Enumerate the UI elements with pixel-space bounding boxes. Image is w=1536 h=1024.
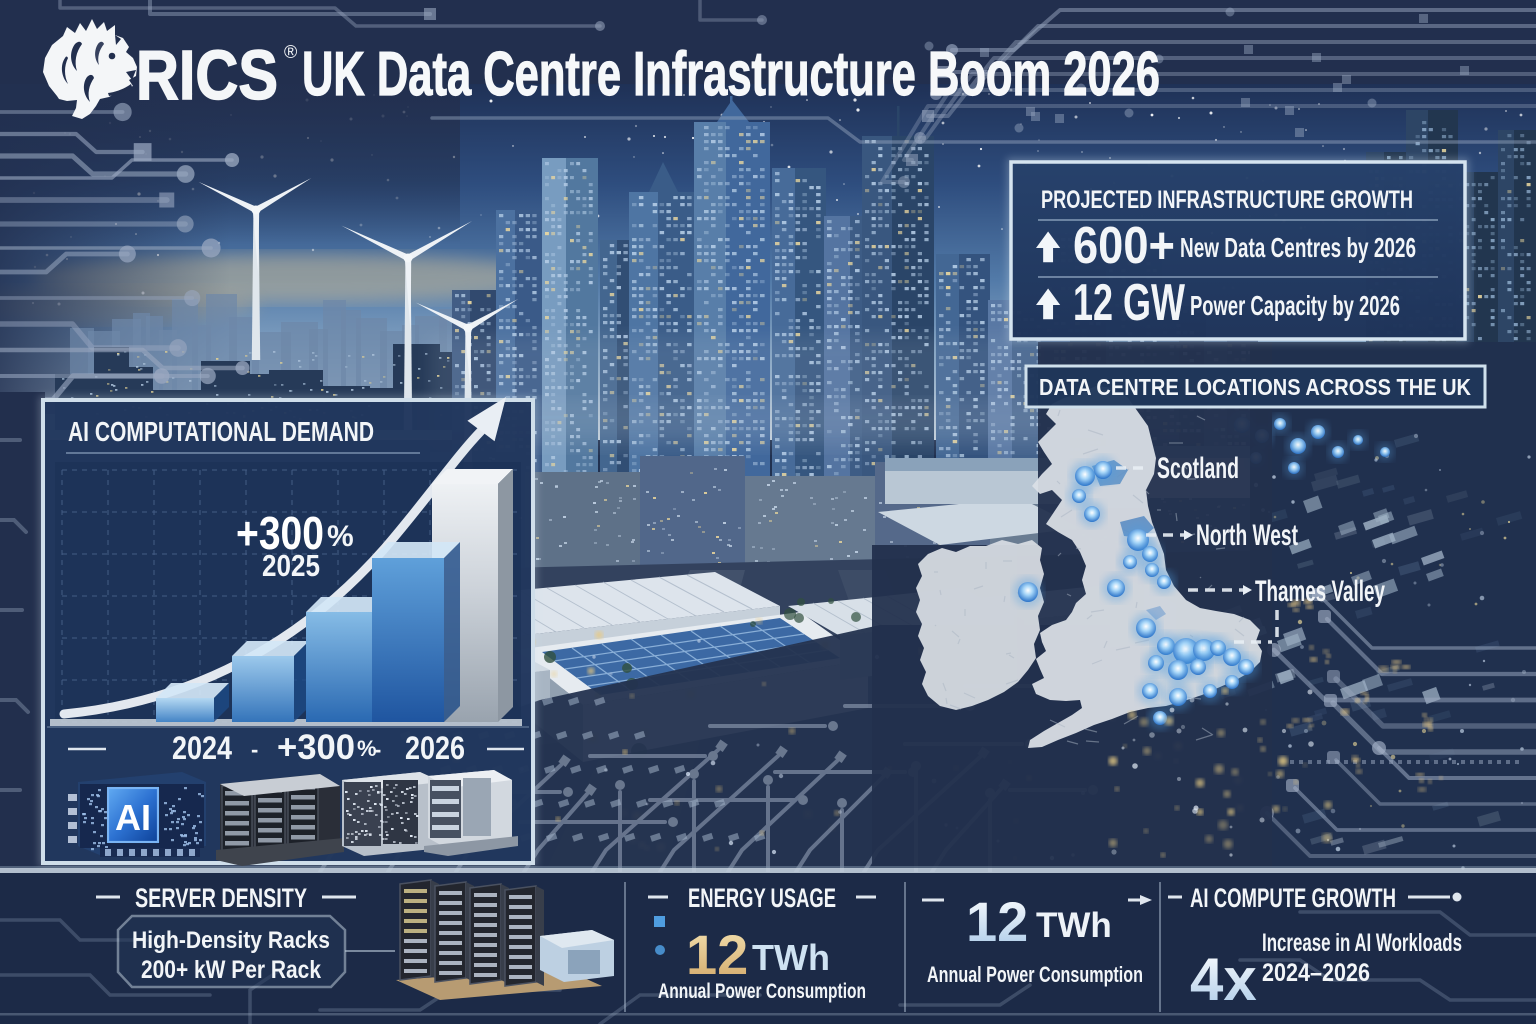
svg-text:2025: 2025: [262, 548, 320, 583]
svg-text:SERVER DENSITY: SERVER DENSITY: [135, 883, 307, 913]
svg-text:600+: 600+: [1073, 217, 1175, 275]
svg-text:+300: +300: [236, 507, 324, 559]
svg-text:12: 12: [686, 923, 748, 986]
svg-text:-: -: [374, 737, 381, 762]
svg-text:%: %: [357, 736, 377, 761]
svg-text:TWh: TWh: [1036, 906, 1112, 945]
svg-text:RICS: RICS: [136, 36, 278, 114]
svg-text:AI COMPUTATIONAL DEMAND: AI COMPUTATIONAL DEMAND: [68, 416, 374, 447]
svg-text:Thames Valley: Thames Valley: [1255, 575, 1385, 608]
svg-text:®: ®: [284, 42, 297, 62]
svg-text:AI COMPUTE GROWTH: AI COMPUTE GROWTH: [1190, 883, 1396, 913]
svg-text:North West: North West: [1196, 519, 1298, 552]
svg-text:Increase in AI Workloads: Increase in AI Workloads: [1262, 929, 1462, 957]
svg-text:New Data Centres by 2026: New Data Centres by 2026: [1180, 232, 1416, 263]
svg-text:TWh: TWh: [752, 937, 830, 978]
svg-text:2024: 2024: [172, 730, 232, 766]
svg-text:High-Density Racks: High-Density Racks: [132, 927, 330, 954]
svg-text:12 GW: 12 GW: [1073, 274, 1186, 332]
svg-text:%: %: [327, 520, 354, 553]
svg-text:Power Capacity by 2026: Power Capacity by 2026: [1190, 290, 1400, 321]
svg-text:AI: AI: [115, 797, 151, 838]
svg-text:DATA CENTRE LOCATIONS ACROSS T: DATA CENTRE LOCATIONS ACROSS THE UK: [1039, 374, 1471, 400]
svg-text:2026: 2026: [405, 730, 465, 766]
svg-text:4x: 4x: [1190, 946, 1257, 1013]
svg-text:Annual Power Consumption: Annual Power Consumption: [927, 962, 1143, 987]
svg-text:2024–2026: 2024–2026: [1262, 959, 1370, 987]
svg-text:UK Data Centre Infrastructure: UK Data Centre Infrastructure Boom 2026: [302, 40, 1160, 109]
svg-text:12: 12: [966, 890, 1028, 953]
svg-text:+300: +300: [277, 728, 355, 767]
svg-text:Annual Power Consumption: Annual Power Consumption: [658, 980, 866, 1003]
svg-text:ENERGY USAGE: ENERGY USAGE: [688, 883, 836, 913]
svg-text:PROJECTED INFRASTRUCTURE GROWT: PROJECTED INFRASTRUCTURE GROWTH: [1041, 186, 1413, 214]
svg-text:-: -: [251, 737, 258, 762]
svg-text:Scotland: Scotland: [1157, 452, 1239, 485]
svg-text:200+ kW Per Rack: 200+ kW Per Rack: [141, 956, 321, 984]
